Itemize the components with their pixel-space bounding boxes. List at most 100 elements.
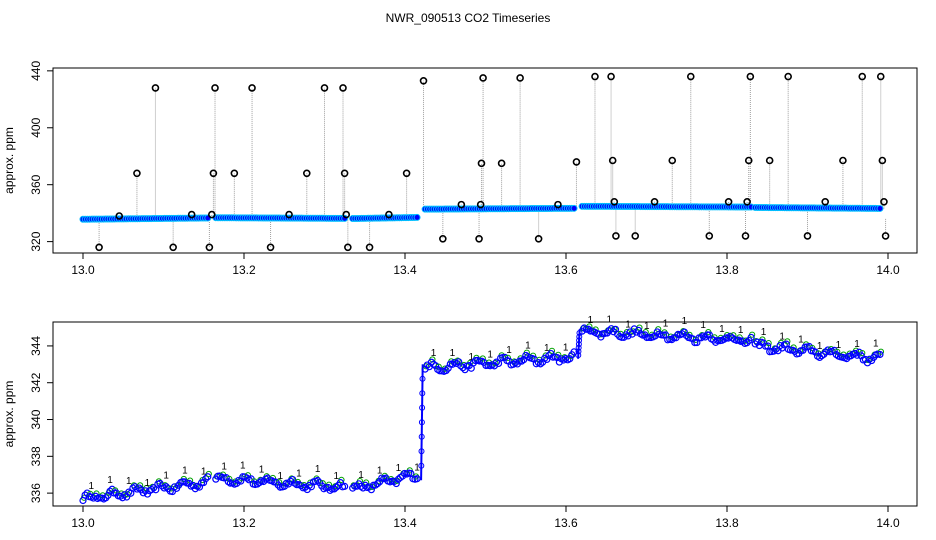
trace-point [678,330,686,338]
outlier-point [344,243,352,252]
flag-red-mark: 1 [182,466,188,477]
trace-point [566,355,574,363]
x-tick-label: 14.0 [876,516,900,530]
trace-point [448,360,456,368]
plot-area: 1 1 1 1 1 1 1 1 1 1 1 1 1 1 1 1 1 1 1 1 1 1 1 1 1 1 1 1 1 1 1 1 1 1 1 1 1 1 1 1… [79,314,885,505]
transition-point [576,337,583,344]
trace-point [811,348,820,356]
flag-red-mark: 1 [201,466,207,477]
trace-point [108,485,116,493]
bottom-panel: 13.0 13.2 13.4 13.6 13.8 14.0 336 338 340 342 344 a… [2,314,918,530]
trace-point [680,328,688,336]
outlier-point [746,72,755,81]
flag-red-mark: 1 [606,314,612,325]
flag-red-mark: 1 [563,342,569,353]
x-tick-label: 13.6 [554,516,578,530]
trace-point [341,482,349,490]
outlier-point [880,197,888,206]
flag-red-mark: 1 [89,481,95,492]
trace-point [139,489,147,497]
flag-red-mark: 1 [487,349,493,360]
trace-point [135,484,143,492]
trace-point [336,479,345,487]
flag-red-mark: 1 [315,464,321,475]
trace-point [459,364,467,372]
outlier-point [320,84,329,92]
trace-point [330,485,338,493]
outlier-point [878,156,887,165]
outlier-point [724,197,733,206]
outlier-point [705,232,714,240]
flag-red-mark: 1 [450,348,456,359]
flag-red-mark: 1 [544,343,550,354]
trace-point [701,333,709,341]
outlier-point [516,74,524,82]
trace-point [367,486,375,494]
y-tick-label: 320 [29,231,43,251]
flag-red-mark: 1 [296,468,302,479]
trace-point [413,475,421,483]
outlier-point [208,210,216,219]
x-tick-label: 13.6 [554,263,578,277]
outlier-point [497,159,506,168]
trace-point [634,326,643,334]
x-tick-label: 13.2 [232,516,256,530]
x-tick-label: 13.0 [71,516,95,530]
x-tick-label: 13.0 [71,263,95,277]
trace-point [632,328,640,336]
trace-point [202,475,210,483]
outlier-point [477,159,486,168]
outlier-point [668,156,677,165]
transition-point [575,344,582,351]
flag-red-mark: 1 [468,352,474,363]
flag-red-mark: 1 [682,316,688,327]
trace-point [222,474,230,482]
flag-red-mark: 1 [431,348,437,359]
y-tick-label: 400 [29,117,43,137]
flag-red-mark: 1 [761,327,767,338]
x-tick-label: 13.8 [715,516,739,530]
trace-point [712,338,720,346]
trace-point [427,358,436,366]
trace-point [432,362,440,370]
outlier-point [385,210,393,219]
outlier-point [650,197,659,206]
x-tick-label: 13.4 [393,263,417,277]
flag-red-mark: 1 [873,339,879,350]
transition-line [420,364,424,481]
y-tick-label: 344 [29,336,43,356]
trace-point [536,360,545,368]
outlier-point [610,197,619,206]
trace-point [91,492,100,500]
outlier-point [419,77,428,85]
flag-red-mark: 1 [625,320,631,331]
outlier-point [839,156,847,165]
plot-frame [52,321,918,507]
flag-red-mark: 1 [334,471,340,482]
flag-red-mark: 1 [779,332,785,343]
outlier-point [821,197,830,206]
outlier-point [439,234,447,243]
transition-point [418,448,425,455]
outlier-point [230,169,239,178]
trace-point [297,482,305,490]
trace-point [150,484,158,492]
flag-red-mark: 1 [836,340,842,351]
flag-red-mark: 1 [259,465,265,476]
y-tick-label: 360 [29,174,43,194]
outlier-point [342,210,351,219]
trace-point [455,358,463,366]
outlier-point [744,156,753,165]
outlier-point [612,232,620,240]
outlier-point [302,169,311,178]
plot-area [79,72,890,252]
y-tick-label: 342 [29,372,43,392]
flag-red-mark: 1 [163,470,169,481]
y-tick-label: 338 [29,446,43,466]
flag-red-mark: 1 [525,340,531,351]
trace-point [691,339,699,347]
flag-red-mark: 1 [506,345,512,356]
outlier-point [631,232,640,240]
trace-point [830,346,838,355]
figure-title: NWR_090513 CO2 Timeseries [386,11,551,25]
